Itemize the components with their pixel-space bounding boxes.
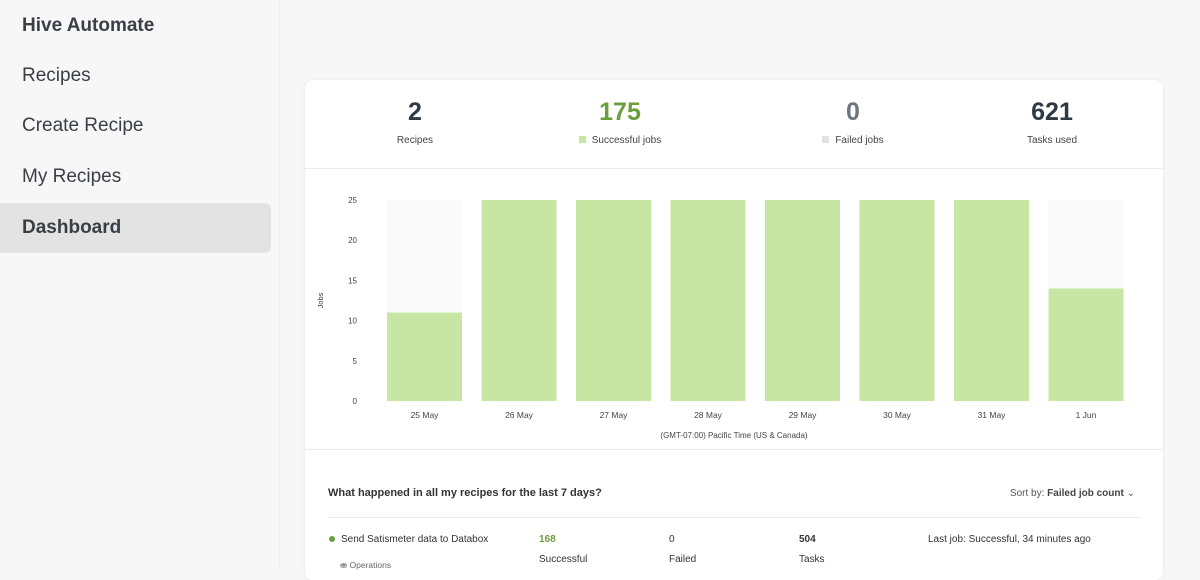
stat-failed-jobs: 0 Failed jobs <box>753 98 953 146</box>
y-tick-label: 15 <box>348 276 357 285</box>
sort-dropdown[interactable]: Sort by: Failed job count ⌄ <box>1010 488 1135 499</box>
stat-value: 0 <box>846 98 860 126</box>
jobs-bar-chart: 0 5 10 15 20 25 25 May 26 May 27 May 28 May 29 May… <box>316 196 1124 440</box>
bar <box>859 200 935 401</box>
y-axis-label: Jobs <box>316 292 325 308</box>
bar <box>576 200 651 401</box>
x-tick-label: 28 May <box>694 410 723 420</box>
sort-label: Sort by: <box>1009 488 1045 499</box>
x-tick-label: 31 May <box>978 410 1007 420</box>
bar <box>765 200 840 401</box>
sidebar-item-dashboard[interactable]: Dashboard <box>0 203 271 253</box>
bar <box>481 200 557 401</box>
y-tick-label: 0 <box>353 397 358 406</box>
recipe-name[interactable]: Send Satismeter data to Databox <box>341 534 489 545</box>
bar <box>387 312 462 401</box>
stat-value: 621 <box>1031 98 1073 126</box>
x-axis-label: (GMT-07:00) Pacific Time (US & Canada) <box>660 431 807 440</box>
last-job-status: Last job: Successful, 34 minutes ago <box>928 534 1091 545</box>
stats-summary: 2 Recipes 175 Successful jobs 0 Failed j… <box>305 80 1163 169</box>
stat-tasks-used: 621 Tasks used <box>952 98 1152 146</box>
sidebar-item-recipes[interactable]: Recipes <box>22 65 91 86</box>
recipe-folder: Operations <box>349 560 392 570</box>
tasks-count: 504 <box>799 534 816 545</box>
stat-label: Failed jobs <box>835 135 884 146</box>
bar <box>954 200 1029 401</box>
stat-value: 2 <box>408 98 422 126</box>
failed-count: 0 <box>669 534 675 545</box>
x-tick-label: 1 Jun <box>1076 410 1097 420</box>
successful-label: Successful <box>539 554 588 565</box>
tasks-label: Tasks <box>799 554 825 565</box>
divider <box>328 517 1140 518</box>
legend-swatch-icon <box>822 136 830 143</box>
successful-count: 168 <box>539 534 556 545</box>
failed-label: Failed <box>669 554 697 565</box>
bar <box>670 200 746 401</box>
stat-recipes: 2 Recipes <box>315 98 515 146</box>
y-tick-label: 25 <box>348 196 357 205</box>
x-tick-label: 25 May <box>411 410 440 420</box>
stat-label: Tasks used <box>1026 135 1078 146</box>
y-tick-label: 20 <box>348 236 357 245</box>
sidebar: Hive Automate Recipes Create Recipe My R… <box>0 0 280 569</box>
legend-swatch-icon <box>578 136 586 143</box>
app-title: Hive Automate <box>22 15 155 36</box>
recipe-folder-tag: ⛂ Operations <box>340 560 391 571</box>
activity-title: What happened in all my recipes for the … <box>328 487 602 499</box>
stat-label: Recipes <box>396 135 434 146</box>
stat-successful-jobs: 175 Successful jobs <box>520 98 720 146</box>
y-tick-label: 10 <box>348 317 357 326</box>
dashboard-card: 2 Recipes 175 Successful jobs 0 Failed j… <box>305 80 1163 580</box>
sidebar-item-create-recipe[interactable]: Create Recipe <box>22 115 144 136</box>
y-tick-label: 5 <box>353 357 358 366</box>
sidebar-item-my-recipes[interactable]: My Recipes <box>22 166 122 187</box>
status-dot-icon <box>329 536 335 542</box>
bar <box>1048 288 1124 401</box>
x-tick-label: 30 May <box>883 410 912 420</box>
chevron-down-icon: ⌄ <box>1126 488 1135 499</box>
stat-value: 175 <box>599 98 641 126</box>
sort-value: Failed job count <box>1047 488 1124 499</box>
jobs-chart: 0 5 10 15 20 25 25 May 26 May 27 May 28 May 29 May… <box>305 170 1163 450</box>
recipe-row[interactable]: Send Satismeter data to Databox ⛂ Operat… <box>305 532 1163 572</box>
stat-label: Successful jobs <box>591 135 662 146</box>
x-tick-label: 27 May <box>600 410 629 420</box>
x-tick-label: 26 May <box>505 410 534 420</box>
folder-icon: ⛂ <box>340 560 348 570</box>
x-tick-label: 29 May <box>789 410 818 420</box>
